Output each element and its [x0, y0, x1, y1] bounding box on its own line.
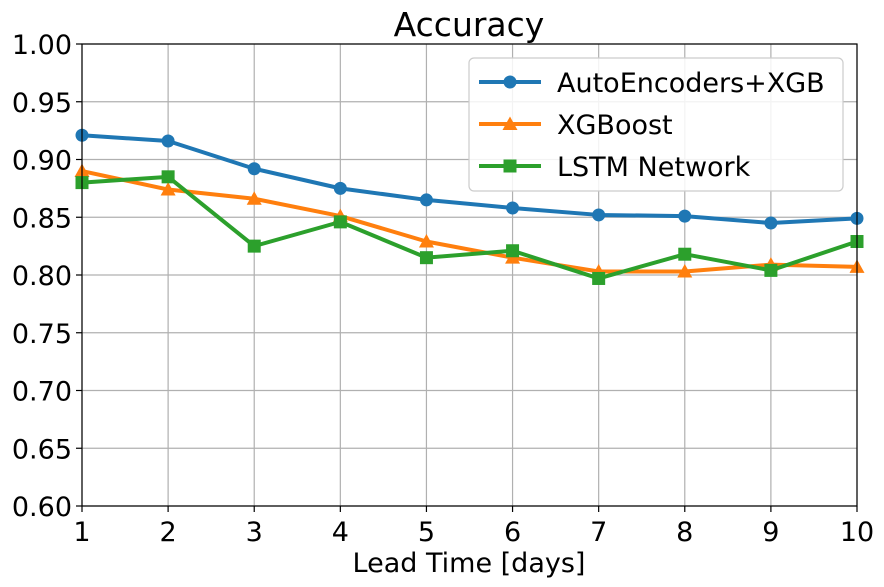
data-point [677, 264, 693, 278]
series-square [75, 170, 864, 285]
x-tick-label: 5 [418, 517, 435, 548]
legend-marker [503, 159, 517, 173]
y-tick-label: 0.95 [12, 88, 72, 119]
legend-label: AutoEncoders+XGB [557, 68, 825, 99]
legend-label: LSTM Network [557, 152, 751, 183]
data-point [247, 239, 261, 253]
data-point [592, 271, 606, 285]
data-point [419, 251, 433, 265]
series-line [81, 174, 858, 281]
x-axis-title: Lead Time [days] [353, 548, 586, 579]
data-point [418, 234, 434, 248]
data-point [506, 244, 520, 258]
y-tick-label: 0.60 [12, 492, 72, 523]
legend: AutoEncoders+XGB XGBoost LSTM Network [468, 57, 844, 192]
x-tick-label: 3 [246, 517, 263, 548]
y-tick-label: 0.85 [12, 203, 72, 234]
legend-marker [503, 75, 517, 89]
legend-item: LSTM Network [479, 152, 751, 183]
data-point [333, 215, 347, 229]
x-tick-label: 9 [762, 517, 779, 548]
data-point [678, 247, 692, 261]
y-tick-label: 0.70 [12, 377, 72, 408]
series-line [81, 169, 858, 274]
plot-frame [81, 43, 858, 507]
x-tick-label: 10 [840, 517, 874, 548]
data-point [246, 191, 262, 205]
data-point [333, 181, 347, 195]
data-point [247, 162, 261, 176]
legend-label: XGBoost [557, 110, 673, 141]
legend-item: XGBoost [479, 110, 673, 141]
y-tick-label: 0.65 [12, 434, 72, 465]
chart-title: Accuracy [394, 5, 545, 44]
series-line [81, 133, 858, 226]
series-group [74, 128, 865, 285]
legend-item: AutoEncoders+XGB [479, 68, 825, 99]
x-tick-label: 6 [504, 517, 521, 548]
data-point [160, 182, 176, 196]
legend-marker [502, 116, 518, 130]
legend-box [468, 57, 844, 192]
y-tick-label: 0.75 [12, 319, 72, 350]
data-point [592, 208, 606, 222]
data-point [506, 201, 520, 215]
y-tick-label: 0.80 [12, 261, 72, 292]
x-tick-label: 2 [160, 517, 177, 548]
y-tick-label: 1.00 [12, 30, 72, 61]
x-tick-label: 1 [73, 517, 90, 548]
y-tick-label: 0.90 [12, 146, 72, 177]
data-point [161, 134, 175, 148]
data-point [161, 170, 175, 184]
data-point [764, 216, 778, 230]
data-point [678, 209, 692, 223]
x-tick-label: 7 [590, 517, 607, 548]
x-tick-label: 8 [676, 517, 693, 548]
x-tick-label: 4 [332, 517, 349, 548]
data-point [419, 193, 433, 207]
axis-ticks: 1 2 3 4 5 6 7 8 9 10 0.60 0.65 0.70 0.75 0.80 0.85 0.90 0… [12, 30, 874, 548]
data-point [764, 263, 778, 277]
